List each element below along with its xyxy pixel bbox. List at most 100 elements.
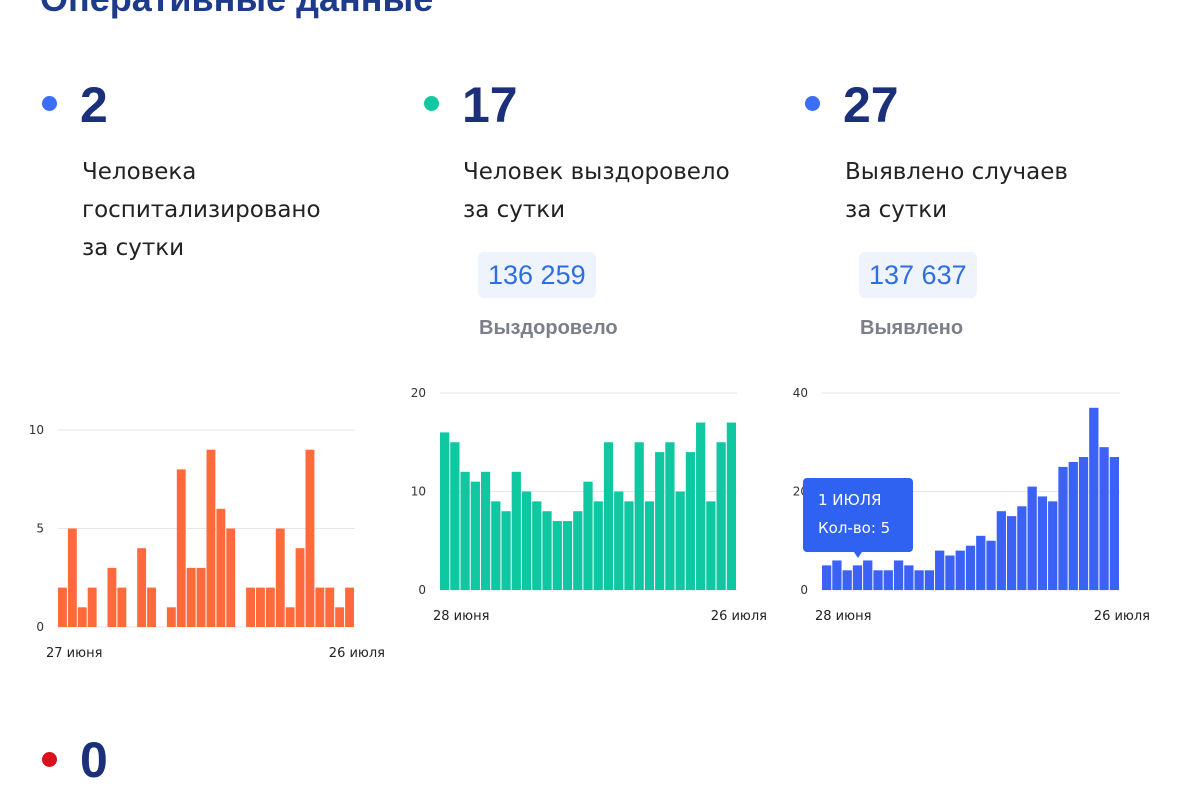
detected-count: 27 <box>843 77 899 133</box>
bar <box>863 560 873 590</box>
bar <box>634 442 644 590</box>
bar <box>305 449 315 627</box>
bar <box>873 570 883 590</box>
chart-tooltip: 1 ИЮЛЯ Кол-во: 5 <box>803 478 913 558</box>
deaths-count: 0 <box>80 732 108 788</box>
detected-description: Выявлено случаев за сутки <box>845 153 1068 229</box>
bar <box>696 422 706 590</box>
bar <box>562 521 573 590</box>
bar <box>295 548 305 627</box>
bar <box>345 587 354 627</box>
bar <box>67 528 77 627</box>
bar <box>945 555 955 590</box>
bar <box>440 432 450 590</box>
x-tick-label: 26 июля <box>329 646 385 661</box>
bar <box>706 501 716 590</box>
bar <box>166 607 176 627</box>
bar <box>924 570 935 590</box>
bar <box>1027 486 1037 590</box>
bar <box>480 471 491 590</box>
y-tick-label: 0 <box>800 583 808 597</box>
bar <box>325 587 335 627</box>
recovered-total-label: Выздоровело <box>479 317 618 339</box>
x-tick-label: 28 июня <box>433 609 489 624</box>
bar <box>726 422 736 590</box>
bar <box>58 587 67 627</box>
bar <box>822 565 832 590</box>
bar <box>1037 496 1048 590</box>
bar <box>852 565 863 590</box>
recovered-description: Человек выздоровело за сутки <box>463 153 730 229</box>
y-tick-label: 20 <box>411 386 426 400</box>
bar <box>542 511 552 590</box>
bar <box>450 442 460 590</box>
bar <box>117 587 127 627</box>
status-dot-icon <box>424 96 439 111</box>
bar <box>593 501 603 590</box>
bar <box>196 567 206 627</box>
bar <box>1048 501 1058 590</box>
y-tick-label: 10 <box>411 485 426 499</box>
bar <box>137 548 147 627</box>
bar <box>832 560 842 590</box>
bar <box>644 501 655 590</box>
bar <box>532 501 542 590</box>
bar <box>470 481 480 590</box>
hospitalized-bar-chart[interactable]: 0 5 10 27 июня 26 июля <box>20 415 390 670</box>
bar <box>77 607 87 627</box>
bar <box>716 442 726 590</box>
bar <box>675 491 685 590</box>
bar <box>315 587 325 627</box>
bar <box>1006 516 1017 590</box>
bar <box>893 560 904 590</box>
bar <box>1089 407 1099 590</box>
bar <box>511 471 521 590</box>
y-tick-label: 0 <box>418 583 426 597</box>
bar <box>216 508 226 627</box>
bar <box>226 528 236 627</box>
description-line: Выявлено случаев <box>845 159 1068 185</box>
y-tick-label: 0 <box>36 620 44 634</box>
bar <box>1099 447 1109 590</box>
bar <box>1058 466 1068 590</box>
bar <box>206 449 216 627</box>
bar <box>147 587 156 627</box>
bar <box>1017 506 1027 590</box>
bar <box>87 587 97 627</box>
bar <box>986 540 996 590</box>
bar <box>552 521 562 590</box>
bar <box>614 491 624 590</box>
bar <box>1068 461 1078 590</box>
recovered-bar-chart[interactable]: 0 10 20 28 июня 26 июля <box>400 378 775 633</box>
recovered-total-badge: 136 259 <box>478 252 596 298</box>
bar <box>176 469 186 627</box>
bar <box>501 511 511 590</box>
bar <box>665 442 675 590</box>
description-line: госпитализировано <box>82 197 321 223</box>
bar <box>603 442 614 590</box>
status-dot-icon <box>42 752 57 767</box>
bar <box>976 535 986 590</box>
bar <box>996 511 1006 590</box>
y-tick-label: 5 <box>36 522 44 536</box>
page-title: Оперативные данные <box>40 0 433 20</box>
description-line: за сутки <box>463 197 566 223</box>
description-line: Человек выздоровело <box>463 159 730 185</box>
bar <box>935 550 945 590</box>
bar <box>955 550 965 590</box>
description-line: за сутки <box>82 235 185 261</box>
hospitalized-count: 2 <box>80 77 108 133</box>
bar <box>573 511 583 590</box>
bar <box>1109 457 1119 590</box>
x-tick-label: 26 июля <box>1094 609 1150 624</box>
bar <box>265 587 275 627</box>
bar <box>965 545 976 590</box>
bar <box>1078 457 1089 590</box>
bar <box>685 452 696 590</box>
bar <box>521 491 532 590</box>
tooltip-count: Кол-во: 5 <box>818 519 890 537</box>
bar <box>256 587 265 627</box>
detected-total-badge: 137 637 <box>859 252 977 298</box>
x-tick-label: 28 июня <box>815 609 871 624</box>
